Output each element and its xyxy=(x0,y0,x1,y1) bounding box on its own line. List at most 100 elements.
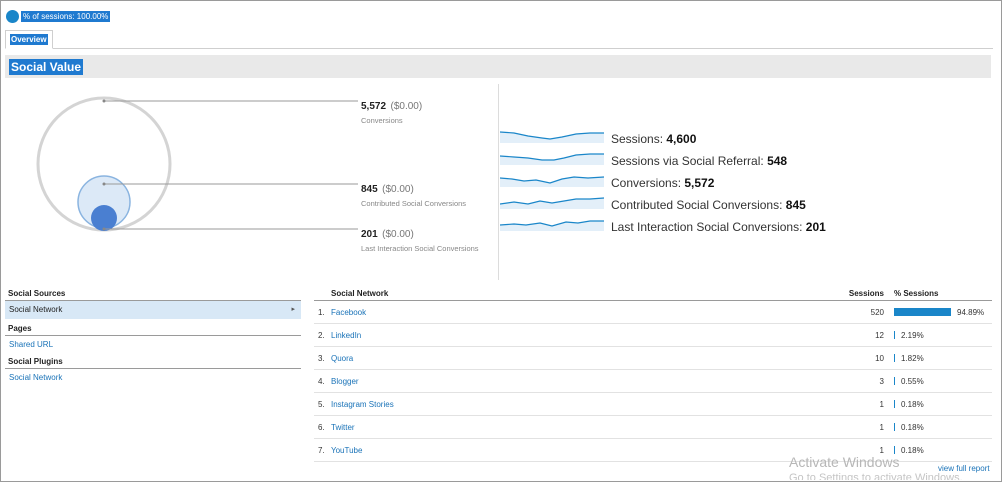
nav-heading-social-sources: Social Sources xyxy=(5,288,301,301)
conversion-bubble-chart xyxy=(0,80,500,280)
table-row[interactable]: 4. Blogger 3 0.55% xyxy=(314,370,992,393)
row-sessions: 3 xyxy=(879,377,884,386)
row-pct: 1.82% xyxy=(901,354,924,363)
row-share-bar xyxy=(894,308,951,316)
table-body: 1. Facebook 520 94.89% 2. LinkedIn 12 2.19% 3. Qu… xyxy=(314,301,992,462)
tab-overview[interactable]: Overview xyxy=(5,30,53,49)
chevron-right-icon: ▸ xyxy=(291,306,295,313)
row-index: 1. xyxy=(318,308,325,317)
sparkline-conversions[interactable]: Conversions: 5,572 xyxy=(500,173,830,193)
row-network-link[interactable]: Blogger xyxy=(331,377,359,386)
sparkline-value: 201 xyxy=(805,220,826,234)
column-header-sessions[interactable]: Sessions xyxy=(848,289,884,298)
metric-caption: Contributed Social Conversions xyxy=(361,199,467,208)
sparkline-value: 845 xyxy=(785,198,806,212)
table-header: Social Network Sessions % Sessions xyxy=(314,288,992,301)
metric-value: 201 xyxy=(361,229,378,240)
social-network-table: Social Network Sessions % Sessions 1. Fac… xyxy=(314,288,992,462)
row-index: 6. xyxy=(318,423,325,432)
nav-item-label: Social Network xyxy=(9,373,63,382)
tab-overview-label: Overview xyxy=(10,34,48,45)
sparkline-graph xyxy=(500,176,605,187)
sparkline-graph xyxy=(500,220,604,231)
row-network-link[interactable]: Facebook xyxy=(331,308,367,317)
section-header: Social Value xyxy=(5,55,991,78)
activate-windows-watermark: Activate Windows xyxy=(789,454,900,470)
metric-conversions: 5,572 ($0.00) Conversions xyxy=(361,96,422,125)
sparkline-sessions[interactable]: Sessions: 4,600 xyxy=(500,129,830,149)
social-left-nav: Social Sources Social Network ▸ Pages Sh… xyxy=(5,288,301,387)
metric-caption: Conversions xyxy=(361,116,403,125)
row-sessions: 1 xyxy=(879,423,884,432)
row-network-link[interactable]: Instagram Stories xyxy=(331,400,394,409)
view-full-report-link[interactable]: view full report xyxy=(938,464,990,473)
sparkline-last-interaction[interactable]: Last Interaction Social Conversions: 201 xyxy=(500,217,830,237)
row-index: 7. xyxy=(318,446,325,455)
segment-indicator[interactable]: % of sessions: 100.00% xyxy=(6,10,111,23)
table-row[interactable]: 7. YouTube 1 0.18% xyxy=(314,439,992,462)
table-row[interactable]: 5. Instagram Stories 1 0.18% xyxy=(314,393,992,416)
row-pct: 0.18% xyxy=(901,400,924,409)
row-sessions: 1 xyxy=(879,446,884,455)
sparkline-graph xyxy=(500,197,605,209)
sparkline-label: Contributed Social Conversions: xyxy=(611,198,783,212)
row-share-bar xyxy=(894,423,895,431)
contributed-anchor xyxy=(102,182,106,186)
row-share-bar xyxy=(894,446,895,454)
table-row[interactable]: 6. Twitter 1 0.18% xyxy=(314,416,992,439)
row-share-bar xyxy=(894,377,895,385)
sparkline-contributed-social[interactable]: Contributed Social Conversions: 845 xyxy=(500,195,830,215)
sparkline-value: 4,600 xyxy=(666,132,697,146)
row-network-link[interactable]: Twitter xyxy=(331,423,355,432)
last-interaction-bubble xyxy=(91,205,117,231)
row-share-bar xyxy=(894,400,895,408)
row-network-link[interactable]: LinkedIn xyxy=(331,331,362,340)
table-row[interactable]: 2. LinkedIn 12 2.19% xyxy=(314,324,992,347)
conversions-anchor xyxy=(102,99,106,103)
metric-money: ($0.00) xyxy=(390,101,423,112)
section-title: Social Value xyxy=(9,59,84,75)
segment-label: % of sessions: 100.00% xyxy=(21,11,111,22)
sparkline-label: Conversions: xyxy=(611,176,682,190)
nav-item-label: Social Network xyxy=(9,305,63,314)
nav-item-plugins-social-network[interactable]: Social Network xyxy=(5,369,301,387)
metric-money: ($0.00) xyxy=(382,229,414,240)
sparkline-label: Last Interaction Social Conversions: xyxy=(611,220,803,234)
column-header-network[interactable]: Social Network xyxy=(331,289,389,298)
sparkline-value: 5,572 xyxy=(684,176,715,190)
row-share-bar xyxy=(894,331,895,339)
sparkline-social-referral[interactable]: Sessions via Social Referral: 548 xyxy=(500,151,830,171)
metric-last-interaction: 201 ($0.00) Last Interaction Social Conv… xyxy=(361,224,479,253)
row-index: 2. xyxy=(318,331,325,340)
row-pct: 2.19% xyxy=(901,331,924,340)
nav-item-label: Shared URL xyxy=(9,340,54,349)
segment-dot-icon xyxy=(6,10,19,23)
row-pct: 0.55% xyxy=(901,377,924,386)
bubble-svg xyxy=(36,96,358,232)
last-interaction-anchor xyxy=(102,227,106,231)
row-share-bar xyxy=(894,354,895,362)
tab-bar: Overview xyxy=(5,30,993,49)
sparkline-label: Sessions: xyxy=(611,132,664,146)
row-sessions: 12 xyxy=(875,331,884,340)
row-pct: 0.18% xyxy=(901,446,924,455)
sparkline-graph xyxy=(500,131,604,143)
sparkline-label: Sessions via Social Referral: xyxy=(611,154,764,168)
nav-item-shared-url[interactable]: Shared URL xyxy=(5,336,301,354)
row-network-link[interactable]: YouTube xyxy=(331,446,363,455)
nav-heading-pages: Pages xyxy=(5,323,301,336)
metric-money: ($0.00) xyxy=(382,184,414,195)
row-sessions: 10 xyxy=(875,354,884,363)
activate-windows-subtext: Go to Settings to activate Windows. xyxy=(789,472,963,480)
row-pct: 0.18% xyxy=(901,423,924,432)
nav-item-social-network[interactable]: Social Network ▸ xyxy=(5,301,301,319)
metric-caption: Last Interaction Social Conversions xyxy=(361,244,479,253)
vertical-divider xyxy=(498,84,499,280)
metric-value: 5,572 xyxy=(361,101,387,112)
table-row[interactable]: 1. Facebook 520 94.89% xyxy=(314,301,992,324)
column-header-pct-sessions[interactable]: % Sessions xyxy=(894,289,939,298)
table-row[interactable]: 3. Quora 10 1.82% xyxy=(314,347,992,370)
row-network-link[interactable]: Quora xyxy=(331,354,354,363)
row-pct: 94.89% xyxy=(957,308,985,317)
row-index: 5. xyxy=(318,400,325,409)
